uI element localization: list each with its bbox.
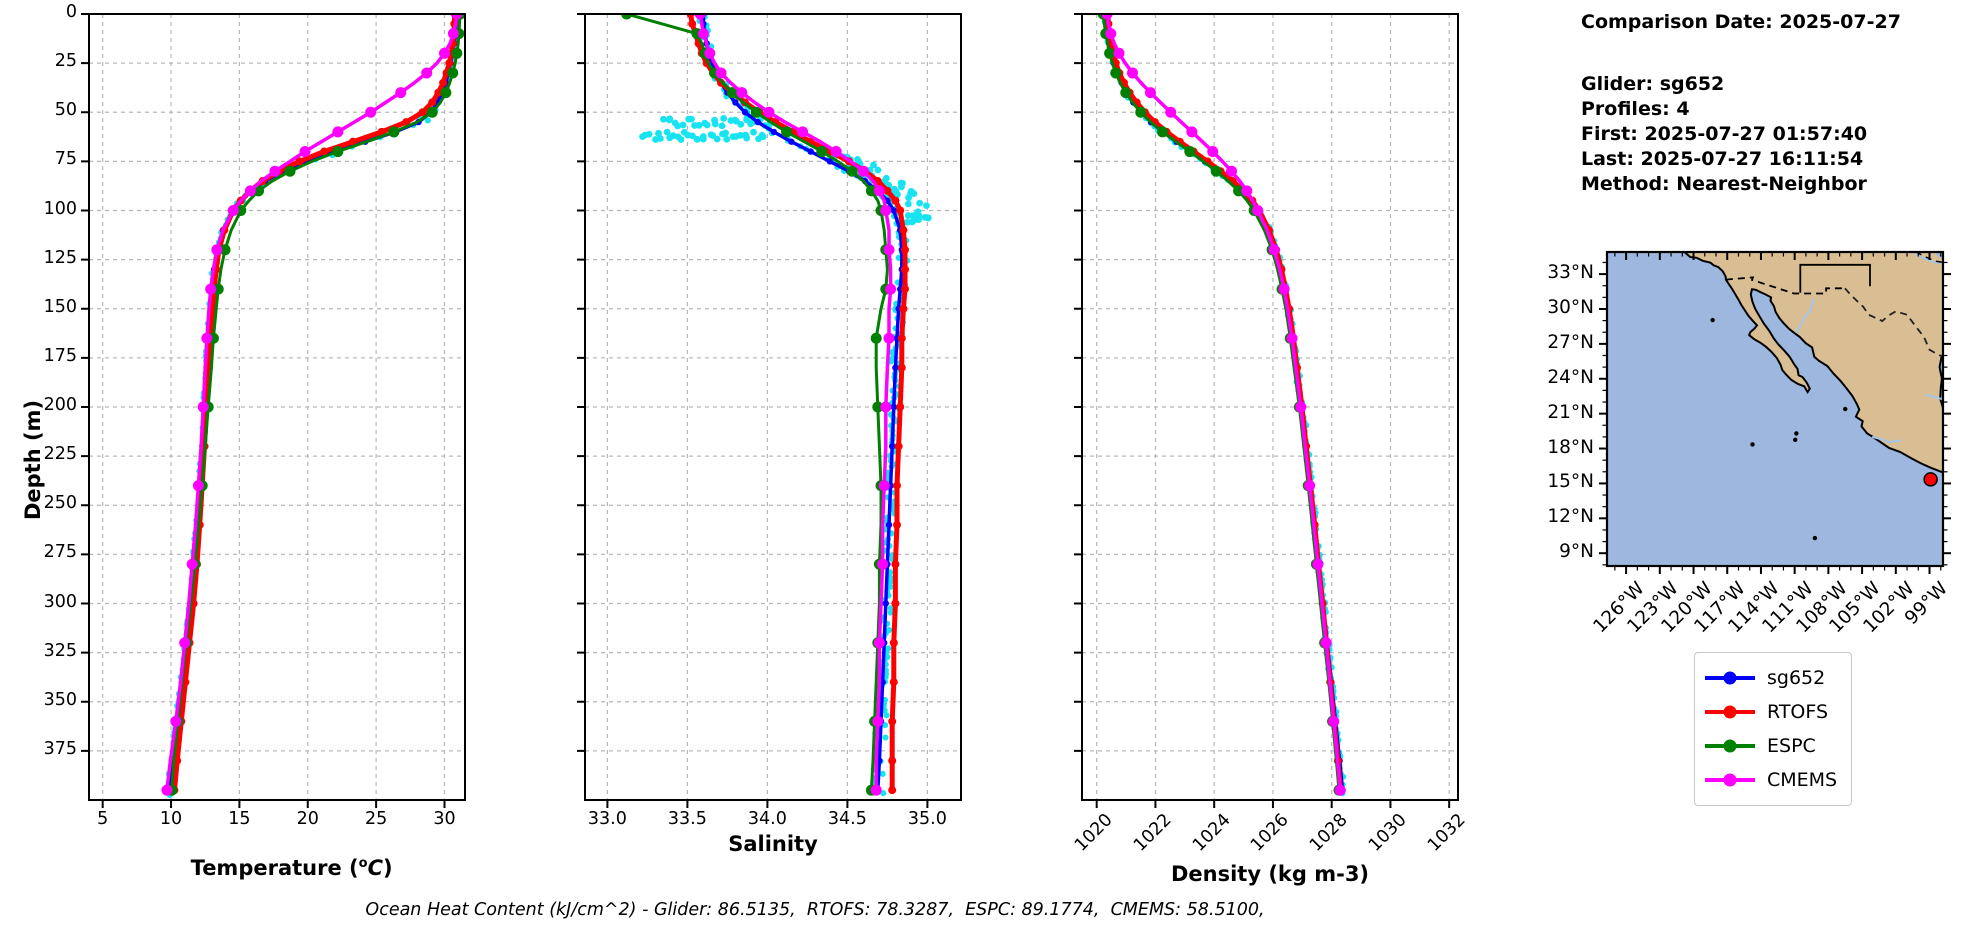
map-lat-label: 24°N (1547, 366, 1594, 388)
depth-ytick-label: 325 (43, 640, 77, 661)
salinity-plot (577, 13, 962, 808)
info-line: Profiles: 4 (1581, 98, 1690, 120)
map-lat-label: 30°N (1547, 296, 1594, 318)
legend: sg652 RTOFS ESPC CMEMS (1694, 652, 1853, 806)
temperature-plot-xtick-label: 10 (159, 809, 183, 829)
legend-label: RTOFS (1767, 701, 1829, 723)
depth-ytick-label: 350 (43, 689, 77, 710)
temperature-plot-xtick-label: 5 (97, 809, 109, 829)
map-red-river-border (1915, 252, 1943, 264)
legend-label: ESPC (1767, 735, 1816, 757)
salinity-plot-xtick-label: 35.0 (907, 809, 947, 829)
location-map (1599, 250, 1951, 574)
depth-ytick-label: 75 (54, 149, 77, 170)
info-line: Method: Nearest-Neighbor (1581, 173, 1867, 195)
ohc-footer-text: Ocean Heat Content (kJ/cm^2) - Glider: 8… (365, 900, 1265, 920)
depth-ytick-label: 275 (43, 542, 77, 563)
legend-line-sample (1705, 671, 1755, 685)
info-panel: Glider: sg652 Profiles: 4 First: 2025-07-2… (1581, 72, 1867, 197)
info-line: First: 2025-07-27 01:57:40 (1581, 123, 1868, 145)
temperature-axis-label-sup: o (358, 856, 368, 871)
salinity-plot-xtick-label: 34.0 (747, 809, 787, 829)
map-lat-label: 27°N (1547, 331, 1594, 353)
map-lat-label: 33°N (1547, 262, 1594, 284)
map-river (1794, 298, 1815, 334)
map-river (1871, 435, 1902, 444)
depth-ytick-label: 250 (43, 493, 77, 514)
map-land (1682, 252, 1943, 474)
density-axis-label: Density (kg m-3) (1170, 862, 1370, 886)
map-island (1750, 442, 1755, 447)
map-lat-label: 18°N (1547, 436, 1594, 458)
depth-ytick-label: 100 (43, 198, 77, 219)
temperature-plot-xtick-label: 25 (364, 809, 388, 829)
depth-ytick-label: 225 (43, 444, 77, 465)
depth-axis-label: Depth (m) (21, 399, 45, 521)
legend-marker-dot (1723, 671, 1737, 685)
temperature-plot-xtick-label: 20 (296, 809, 319, 829)
temperature-plot-xtick-label: 15 (228, 809, 251, 829)
temperature-axis-label-unit: C (367, 856, 383, 880)
map-island (1793, 437, 1798, 443)
depth-ytick-label: 300 (43, 591, 77, 612)
series-cmems (1101, 14, 1346, 796)
legend-item-sg652: sg652 (1705, 661, 1837, 695)
info-line: Last: 2025-07-27 16:11:54 (1581, 148, 1864, 170)
map-us-mexico-border (1725, 276, 1845, 295)
depth-ytick-label: 50 (54, 100, 77, 121)
map-lat-label: 12°N (1547, 506, 1594, 528)
legend-item-cmems: CMEMS (1705, 763, 1837, 797)
map-river (1925, 394, 1943, 401)
depth-ytick-label: 0 (65, 2, 77, 22)
depth-ytick-label: 200 (43, 395, 77, 415)
map-rio-grande-border (1844, 287, 1943, 357)
legend-line-sample (1705, 739, 1755, 753)
depth-ytick-label: 125 (43, 247, 77, 268)
legend-item-rtofs: RTOFS (1705, 695, 1837, 729)
map-island (1794, 431, 1799, 436)
salinity-plot-xtick-label: 34.5 (827, 809, 867, 829)
info-line: Glider: sg652 (1581, 73, 1725, 95)
map-lat-label: 21°N (1547, 401, 1594, 423)
temperature-plot-xtick-label: 30 (433, 809, 456, 829)
salinity-plot-xtick-label: 33.0 (587, 809, 627, 829)
salinity-axis-label: Salinity (728, 832, 818, 856)
series-cmems (161, 14, 463, 796)
series-cmems (694, 14, 897, 796)
temperature-axis-label: Temperature (oC) (97, 832, 457, 904)
comparison-date-text: Comparison Date: 2025-07-27 (1581, 11, 1901, 33)
map-lat-label: 9°N (1559, 541, 1594, 563)
temperature-axis-label-post: ) (382, 856, 393, 880)
legend-label: sg652 (1767, 667, 1826, 689)
salinity-plot-xtick-label: 33.5 (667, 809, 707, 829)
map-island (1843, 406, 1848, 412)
legend-marker-dot (1723, 705, 1737, 719)
glider-location-marker (1923, 472, 1938, 487)
temperature-axis-label-pre: Temperature ( (190, 856, 359, 880)
depth-ytick-label: 175 (43, 345, 77, 366)
depth-ytick-label: 375 (43, 738, 77, 759)
legend-item-espc: ESPC (1705, 729, 1837, 763)
map-state-line (1799, 263, 1871, 293)
legend-line-sample (1705, 773, 1755, 787)
map-island (1710, 317, 1715, 323)
depth-ytick-label: 25 (54, 51, 77, 72)
legend-label: CMEMS (1767, 769, 1838, 791)
depth-ytick-label: 150 (43, 296, 77, 317)
legend-line-sample (1705, 705, 1755, 719)
density-plot (1074, 13, 1459, 808)
legend-marker-dot (1723, 739, 1737, 753)
legend-marker-dot (1723, 773, 1737, 787)
temperature-plot (81, 13, 466, 808)
map-island (1812, 535, 1818, 541)
map-lat-label: 15°N (1547, 471, 1594, 493)
